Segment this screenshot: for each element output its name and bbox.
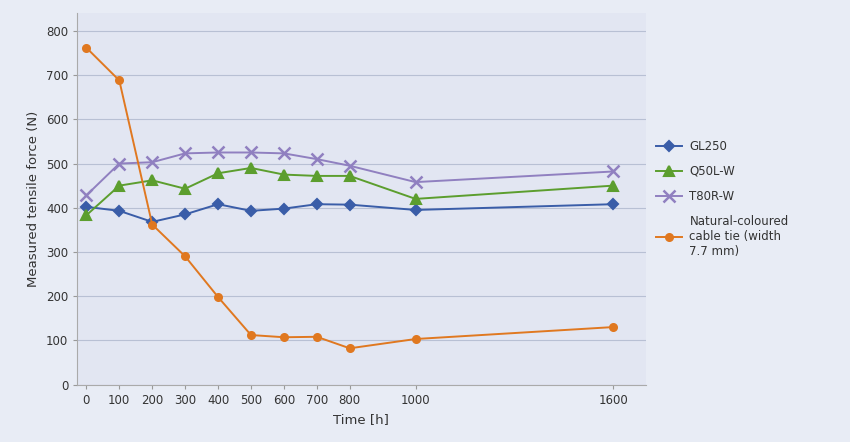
Q50L-W: [344, 173, 354, 179]
GL250: [82, 204, 92, 210]
Natural-coloured
cable tie (width
7.7 mm): [213, 294, 224, 300]
Natural-coloured
cable tie (width
7.7 mm): [114, 78, 124, 83]
Line: Q50L-W: Q50L-W: [82, 163, 618, 220]
T80R-W: [82, 193, 92, 198]
Q50L-W: [82, 213, 92, 218]
T80R-W: [246, 150, 256, 155]
Y-axis label: Measured tensile force (N): Measured tensile force (N): [27, 111, 40, 287]
Natural-coloured
cable tie (width
7.7 mm): [344, 346, 354, 351]
Natural-coloured
cable tie (width
7.7 mm): [279, 335, 289, 340]
GL250: [213, 202, 224, 207]
Natural-coloured
cable tie (width
7.7 mm): [82, 45, 92, 50]
Line: T80R-W: T80R-W: [80, 146, 620, 202]
T80R-W: [312, 156, 322, 162]
Q50L-W: [180, 186, 190, 191]
T80R-W: [279, 151, 289, 156]
Q50L-W: [312, 173, 322, 179]
Natural-coloured
cable tie (width
7.7 mm): [411, 336, 421, 342]
Q50L-W: [608, 183, 618, 188]
GL250: [114, 208, 124, 213]
Q50L-W: [246, 165, 256, 171]
Line: GL250: GL250: [83, 201, 616, 225]
GL250: [279, 206, 289, 211]
T80R-W: [344, 163, 354, 168]
GL250: [312, 202, 322, 207]
T80R-W: [608, 169, 618, 174]
GL250: [180, 212, 190, 217]
GL250: [344, 202, 354, 207]
X-axis label: Time [h]: Time [h]: [333, 413, 389, 426]
T80R-W: [180, 151, 190, 156]
Q50L-W: [411, 196, 421, 202]
Q50L-W: [213, 171, 224, 176]
GL250: [411, 207, 421, 213]
Natural-coloured
cable tie (width
7.7 mm): [608, 324, 618, 330]
Q50L-W: [279, 172, 289, 177]
T80R-W: [213, 150, 224, 155]
Q50L-W: [147, 178, 157, 183]
Natural-coloured
cable tie (width
7.7 mm): [147, 222, 157, 227]
Legend: GL250, Q50L-W, T80R-W, Natural-coloured
cable tie (width
7.7 mm): GL250, Q50L-W, T80R-W, Natural-coloured …: [652, 135, 793, 263]
Q50L-W: [114, 183, 124, 188]
Natural-coloured
cable tie (width
7.7 mm): [180, 254, 190, 259]
T80R-W: [147, 160, 157, 165]
T80R-W: [114, 161, 124, 166]
T80R-W: [411, 179, 421, 185]
GL250: [147, 219, 157, 225]
GL250: [246, 208, 256, 213]
Natural-coloured
cable tie (width
7.7 mm): [246, 332, 256, 338]
Line: Natural-coloured
cable tie (width
7.7 mm): Natural-coloured cable tie (width 7.7 mm…: [83, 44, 616, 352]
GL250: [608, 202, 618, 207]
Natural-coloured
cable tie (width
7.7 mm): [312, 334, 322, 339]
